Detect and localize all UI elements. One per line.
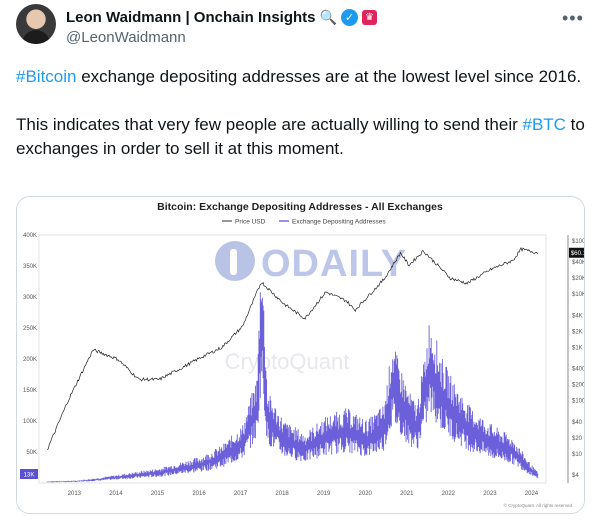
x-tick-label: 2015 xyxy=(151,491,165,497)
author-handle[interactable]: @LeonWaidmann xyxy=(66,29,186,46)
more-options-icon[interactable]: ••• xyxy=(562,8,584,28)
y-left-tick-label: 350K xyxy=(23,264,37,270)
x-tick-label: 2024 xyxy=(525,491,539,497)
series-exchange-depositing-addresses xyxy=(46,292,539,483)
y-left-tick-label: 50K xyxy=(26,450,37,456)
current-left-label: 13K xyxy=(23,472,35,479)
y-left-tick-label: 100K xyxy=(23,419,37,425)
chart-legend: Price USD Exchange Depositing Addresses xyxy=(222,219,386,226)
y-right-tick-label: $100 xyxy=(572,399,584,405)
y-right-tick-label: $2K xyxy=(572,329,583,335)
watermark-cryptoquant: CryptoQuant xyxy=(225,349,350,374)
tweet-text: #Bitcoin exchange depositing addresses a… xyxy=(16,65,586,161)
y-left-tick-label: 200K xyxy=(23,357,37,363)
x-tick-label: 2017 xyxy=(234,491,248,497)
logo-text: ODAILY xyxy=(261,243,407,285)
x-tick-label: 2020 xyxy=(359,491,373,497)
y-right-tick-label: $40K xyxy=(572,260,584,266)
axes: 400K 350K 300K 250K 200K 150K 100K 50K $100K $40K… xyxy=(20,233,584,497)
chart-svg: Bitcoin: Exchange Depositing Addresses -… xyxy=(17,197,584,513)
magnifier-icon: 🔍 xyxy=(319,8,337,25)
x-tick-label: 2016 xyxy=(192,491,206,497)
y-right-tick-label: $10K xyxy=(572,292,584,298)
chart-footer: © CryptoQuant. All rights reserved xyxy=(504,502,573,508)
current-right-badge xyxy=(569,247,584,258)
x-tick-label: 2019 xyxy=(317,491,331,497)
chart-image[interactable]: Bitcoin: Exchange Depositing Addresses -… xyxy=(16,196,585,514)
tweet-text-2b: to exchanges in order to sell it at this… xyxy=(16,115,585,158)
hashtag-bitcoin[interactable]: #Bitcoin xyxy=(16,67,77,86)
legend-label-price: Price USD xyxy=(235,219,266,226)
logo-bar-icon xyxy=(230,249,237,275)
y-left-tick-label: 300K xyxy=(23,295,37,301)
tweet-paragraph-1: #Bitcoin exchange depositing addresses a… xyxy=(16,65,586,89)
avatar[interactable] xyxy=(16,4,56,44)
y-right-tick-label: $1K xyxy=(572,345,583,351)
x-tick-label: 2014 xyxy=(109,491,123,497)
hashtag-btc[interactable]: #BTC xyxy=(522,115,566,134)
y-right-tick-label: $20 xyxy=(572,436,583,442)
y-right-tick-label: $4K xyxy=(572,313,583,319)
author-name-row: Leon Waidmann | Onchain Insights 🔍 ✓ ♛ xyxy=(66,7,377,27)
y-right-tick-label: $10 xyxy=(572,452,583,458)
y-left-tick-label: 250K xyxy=(23,326,37,332)
verified-badge-icon[interactable]: ✓ xyxy=(340,8,358,26)
chart-title: Bitcoin: Exchange Depositing Addresses -… xyxy=(157,201,443,213)
plot-area xyxy=(46,246,539,483)
tweet-paragraph-2: This indicates that very few people are … xyxy=(16,113,586,161)
watermark-layer: CryptoQuant ODAILY xyxy=(215,241,407,374)
legend-label-addresses: Exchange Depositing Addresses xyxy=(292,219,386,226)
tweet-text-1: exchange depositing addresses are at the… xyxy=(76,67,582,86)
x-tick-label: 2013 xyxy=(68,491,82,497)
y-right-tick-label: $40 xyxy=(572,420,583,426)
x-tick-label: 2023 xyxy=(483,491,497,497)
tweet-text-2a: This indicates that very few people are … xyxy=(16,115,523,134)
affiliation-badge-icon[interactable]: ♛ xyxy=(361,9,377,25)
x-tick-label: 2021 xyxy=(400,491,414,497)
x-tick-label: 2022 xyxy=(442,491,456,497)
y-left-tick-label: 150K xyxy=(23,388,37,394)
y-right-tick-label: $200 xyxy=(572,383,584,389)
current-right-label: $60.1K xyxy=(571,250,584,257)
x-tick-label: 2018 xyxy=(275,491,289,497)
series-price-usd xyxy=(47,246,538,451)
y-left-tick-label: 400K xyxy=(23,233,37,239)
plot-frame xyxy=(38,234,547,484)
y-right-tick-label: $400 xyxy=(572,367,584,373)
current-left-badge xyxy=(20,469,38,479)
y-right-tick-label: $100K xyxy=(572,239,584,245)
y-right-tick-label: $20K xyxy=(572,276,584,282)
y-right-tick-label: $4 xyxy=(572,473,579,479)
author-display-name[interactable]: Leon Waidmann | Onchain Insights xyxy=(66,8,316,26)
